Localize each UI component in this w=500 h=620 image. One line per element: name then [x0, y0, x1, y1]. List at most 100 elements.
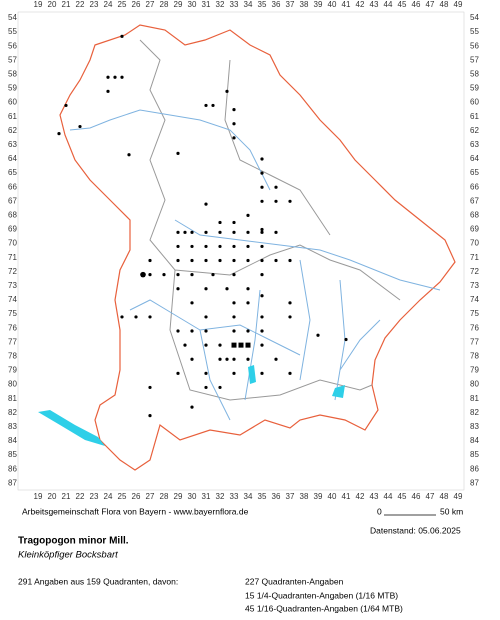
row-label: 69: [8, 225, 17, 234]
record-dot: [232, 136, 236, 140]
record-dot: [246, 357, 250, 361]
column-label: 46: [412, 0, 421, 9]
state-border: [59, 24, 456, 471]
row-label: 60: [8, 98, 17, 107]
column-label: 40: [328, 0, 337, 9]
column-label: 34: [244, 0, 253, 9]
record-dot: [176, 151, 180, 155]
record-dot: [274, 185, 278, 189]
column-label: 49: [454, 492, 463, 501]
column-label: 33: [230, 0, 239, 9]
record-dot: [232, 258, 236, 263]
record-dot: [246, 329, 250, 333]
record-dot: [218, 385, 222, 390]
column-label: 22: [76, 0, 85, 9]
column-label: 22: [76, 492, 85, 501]
record-dot: [190, 230, 194, 234]
record-dot: [246, 230, 250, 234]
row-label: 80: [8, 380, 17, 389]
record-dot: [190, 357, 194, 361]
date: Datenstand: 05.06.2025: [370, 525, 461, 535]
row-label: 60: [470, 98, 479, 107]
record-dot: [246, 244, 250, 249]
column-label: 32: [216, 492, 225, 501]
column-label: 38: [300, 492, 309, 501]
record-dot: [64, 103, 68, 108]
record-dot: [288, 301, 292, 305]
column-label: 20: [48, 0, 57, 9]
column-label: 30: [188, 0, 197, 9]
column-label: 31: [202, 0, 211, 9]
record-dot: [260, 185, 264, 189]
records: [57, 34, 348, 418]
column-label: 21: [62, 0, 71, 9]
record-dot: [260, 157, 264, 161]
record-dot: [134, 315, 138, 319]
row-label: 64: [470, 154, 479, 163]
column-label: 39: [314, 492, 323, 501]
record-dot: [260, 258, 264, 263]
column-label: 32: [216, 0, 225, 9]
column-label: 33: [230, 492, 239, 501]
column-label: 39: [314, 0, 323, 9]
record-dot: [232, 273, 236, 277]
row-label: 76: [470, 323, 479, 332]
record-dot: [246, 301, 250, 305]
column-label: 27: [146, 0, 155, 9]
row-label: 78: [8, 352, 17, 361]
record-dot: [183, 343, 187, 347]
record-dot: [274, 258, 278, 263]
column-label: 44: [384, 0, 393, 9]
record-dot: [232, 230, 236, 234]
record-dot: [120, 34, 124, 38]
column-label: 24: [104, 492, 113, 501]
row-label: 61: [470, 112, 479, 121]
record-dot: [246, 287, 250, 291]
row-label: 87: [470, 478, 479, 487]
row-label: 56: [470, 41, 479, 50]
record-dot: [176, 287, 180, 291]
column-label: 26: [132, 492, 141, 501]
common-name: Kleinköpfiger Bocksbart: [18, 550, 118, 561]
row-label: 77: [470, 337, 479, 346]
record-dot: [232, 329, 236, 333]
row-label: 72: [470, 267, 479, 276]
row-label: 64: [8, 154, 17, 163]
summary: 291 Angaben aus 159 Quadranten, davon:: [18, 576, 178, 586]
count-line: 15 1/4-Quadranten-Angaben (1/16 MTB): [245, 590, 398, 600]
row-label: 81: [470, 394, 479, 403]
row-label: 62: [8, 126, 17, 135]
column-label: 31: [202, 492, 211, 501]
record-dot: [260, 227, 264, 232]
row-label: 77: [8, 337, 17, 346]
row-label: 85: [8, 450, 17, 459]
column-label: 45: [398, 0, 407, 9]
column-label: 46: [412, 492, 421, 501]
row-label: 58: [470, 70, 479, 79]
record-dot: [274, 230, 278, 234]
record-square: [245, 342, 251, 348]
record-dot: [204, 287, 208, 291]
row-label: 83: [8, 422, 17, 431]
record-dot: [225, 357, 229, 361]
record-dot: [218, 357, 222, 361]
record-dot: [260, 230, 264, 234]
row-label: 70: [470, 239, 479, 248]
column-label: 43: [370, 0, 379, 9]
column-label: 35: [258, 0, 267, 9]
column-label: 26: [132, 0, 141, 9]
record-dot: [148, 273, 152, 277]
row-label: 59: [470, 84, 479, 93]
record-dot: [232, 315, 236, 319]
record-dot: [274, 199, 278, 203]
record-dot: [260, 171, 264, 175]
record-dot: [204, 385, 208, 390]
record-dot: [148, 414, 152, 418]
column-label: 34: [244, 492, 253, 501]
row-label: 73: [470, 281, 479, 290]
record-dot: [106, 75, 110, 79]
row-label: 55: [470, 27, 479, 36]
row-label: 86: [8, 464, 17, 473]
column-label: 21: [62, 492, 71, 501]
record-dot: [218, 343, 222, 347]
